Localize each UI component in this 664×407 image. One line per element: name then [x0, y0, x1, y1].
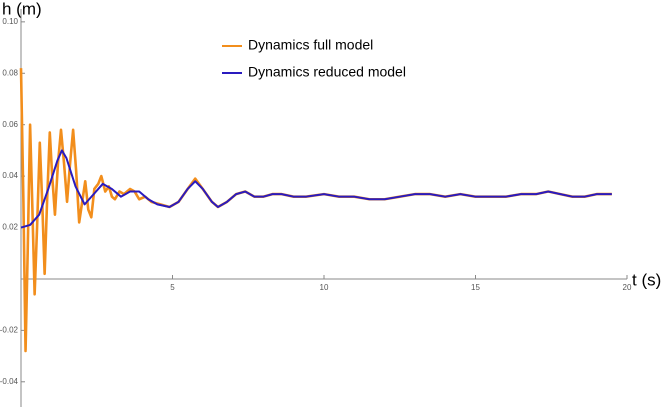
y-tick-label: 0.04: [2, 171, 18, 180]
y-tick-label: 0.06: [2, 120, 18, 129]
y-tick-label: 0.02: [2, 223, 18, 232]
y-tick-label: 0.10: [2, 17, 18, 26]
x-tick-label: 15: [471, 283, 480, 292]
series-line: [19, 68, 612, 353]
x-tick-label: 5: [170, 283, 175, 292]
x-axis-title: t (s): [632, 270, 661, 289]
legend-label: Dynamics reduced model: [248, 64, 406, 80]
y-tick-label: -0.02: [0, 325, 19, 334]
y-tick-label: -0.04: [0, 377, 19, 386]
legend-label: Dynamics full model: [248, 37, 373, 53]
x-tick-label: 20: [623, 283, 632, 292]
x-tick-label: 10: [320, 283, 329, 292]
y-axis-title: h (m): [2, 0, 42, 18]
y-tick-label: 0.08: [2, 68, 18, 77]
series-line: [20, 149, 612, 229]
